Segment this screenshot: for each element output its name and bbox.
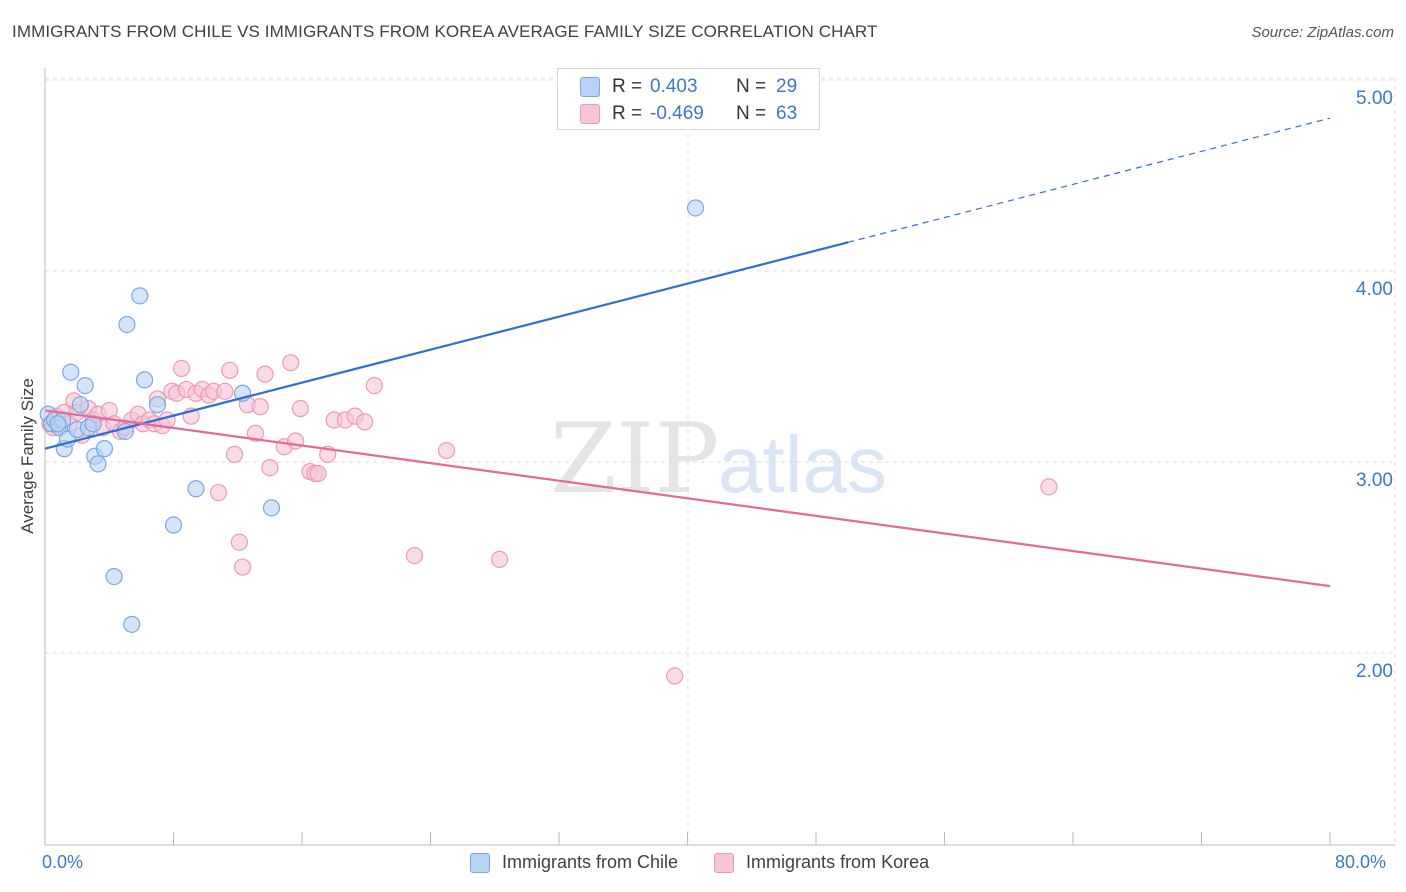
korea-point xyxy=(309,464,327,483)
korea-point xyxy=(1040,478,1058,496)
korea-r-label: R = xyxy=(612,103,643,124)
chile-r-value: 0.403 xyxy=(650,76,698,97)
chile-point xyxy=(49,415,67,433)
chile-point xyxy=(84,415,102,433)
chile-n-value: 29 xyxy=(776,76,798,97)
chile-point xyxy=(164,516,183,534)
korea-point xyxy=(172,359,191,378)
x-tick-label-max: 80.0% xyxy=(1335,852,1387,872)
korea-point xyxy=(225,445,244,463)
korea-point xyxy=(209,483,228,502)
korea-point xyxy=(216,382,234,400)
chile-point xyxy=(62,363,80,381)
chile-point xyxy=(686,199,705,217)
y-tick-labels: 2.00 3.00 4.00 5.00 xyxy=(1356,88,1393,682)
chile-point xyxy=(105,567,123,586)
korea-swatch xyxy=(580,104,600,124)
korea-point xyxy=(490,550,509,569)
korea-point xyxy=(666,667,684,685)
korea-point xyxy=(405,546,424,565)
chile-point xyxy=(131,287,149,305)
source-credit: Source: ZipAtlas.com xyxy=(1251,24,1394,41)
chile-trend-line xyxy=(44,241,849,450)
chile-point xyxy=(118,315,136,334)
series-legend: Immigrants from Chile Immigrants from Ko… xyxy=(470,852,965,873)
korea-r-value: -0.469 xyxy=(650,103,704,124)
chile-trend-extension xyxy=(847,117,1331,243)
korea-point xyxy=(356,413,374,431)
watermark-zip: ZIP xyxy=(550,403,719,515)
y-tick-label: 4.00 xyxy=(1356,279,1393,300)
grid-lines xyxy=(45,77,1396,845)
korea-legend-swatch xyxy=(714,852,735,873)
korea-point xyxy=(291,399,309,418)
chile-point xyxy=(262,499,281,517)
chile-series xyxy=(39,199,705,633)
korea-point xyxy=(256,365,274,383)
chile-point xyxy=(135,371,154,389)
y-tick-label: 3.00 xyxy=(1356,470,1393,491)
korea-n-value: 63 xyxy=(776,103,798,124)
korea-point xyxy=(221,361,239,379)
korea-point xyxy=(261,459,279,477)
chile-legend-swatch xyxy=(470,852,490,873)
watermark-atlas: atlas xyxy=(718,420,887,509)
chile-point xyxy=(95,440,114,458)
korea-point xyxy=(246,424,265,442)
correlation-legend: R = 0.403 N = 29 R = -0.469 N = 63 xyxy=(557,68,820,130)
trend-lines xyxy=(44,117,1331,588)
legend-row-chile: R = 0.403 N = 29 xyxy=(580,75,797,99)
korea-point xyxy=(365,377,383,395)
x-tick-label-min: 0.0% xyxy=(42,852,84,872)
korea-point xyxy=(286,432,305,450)
axes xyxy=(44,68,1395,846)
legend-row-korea: R = -0.469 N = 63 xyxy=(580,102,797,126)
chile-n-label: N = xyxy=(736,76,767,97)
chile-point xyxy=(123,615,141,633)
chile-point xyxy=(89,455,107,473)
chile-point xyxy=(187,480,205,498)
korea-point xyxy=(251,398,269,416)
korea-point xyxy=(437,441,456,460)
korea-point xyxy=(233,558,252,576)
legend-item-chile[interactable]: Immigrants from Chile xyxy=(470,852,678,873)
korea-legend-label: Immigrants from Korea xyxy=(746,852,930,872)
chile-point xyxy=(71,396,89,414)
chile-legend-label: Immigrants from Chile xyxy=(502,852,679,872)
korea-point xyxy=(230,533,248,551)
y-tick-label: 2.00 xyxy=(1356,661,1393,682)
legend-item-korea[interactable]: Immigrants from Korea xyxy=(714,852,929,873)
chile-point xyxy=(76,377,94,395)
korea-n-label: N = xyxy=(736,103,767,124)
korea-point xyxy=(282,354,300,372)
chart-title: IMMIGRANTS FROM CHILE VS IMMIGRANTS FROM… xyxy=(12,22,878,41)
chile-swatch xyxy=(580,77,600,97)
chile-r-label: R = xyxy=(612,76,643,97)
chile-point xyxy=(148,396,167,414)
korea-trend-line xyxy=(44,409,1331,588)
watermark: ZIP atlas xyxy=(550,403,887,515)
y-tick-label: 5.00 xyxy=(1356,88,1393,109)
